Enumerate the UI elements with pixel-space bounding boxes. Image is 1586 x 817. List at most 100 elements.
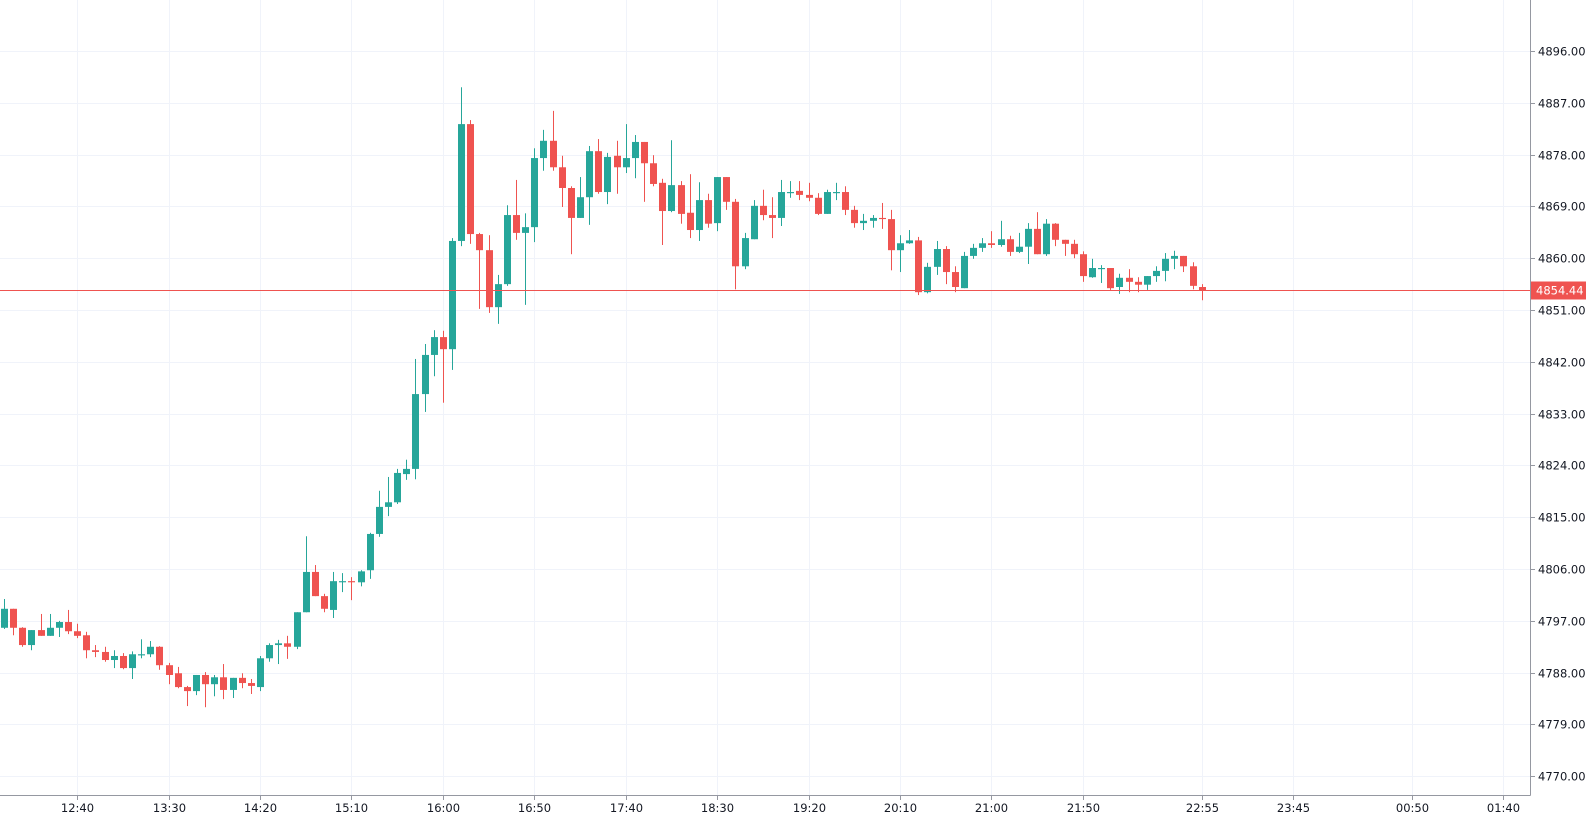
candle-down xyxy=(1199,284,1206,301)
candle-wick xyxy=(991,231,992,248)
candle-body xyxy=(1080,254,1087,277)
candle-up xyxy=(586,145,593,225)
candle-down xyxy=(1107,268,1114,290)
candle-up xyxy=(403,459,410,480)
candle-body xyxy=(988,243,995,245)
candle-body xyxy=(769,215,776,218)
candle-body xyxy=(614,155,621,168)
candle-body xyxy=(1043,223,1050,255)
candle-down xyxy=(678,181,685,224)
candle-body xyxy=(1153,270,1160,277)
candle-body xyxy=(1135,281,1142,285)
y-tick-label: 4851.00 xyxy=(1538,304,1586,318)
candle-down xyxy=(120,653,127,670)
candle-body xyxy=(550,140,557,168)
candle-down xyxy=(1135,277,1142,293)
candle-body xyxy=(1007,239,1014,252)
candle-body xyxy=(74,631,81,636)
candle-body xyxy=(120,655,127,669)
candle-wick xyxy=(516,179,517,240)
x-tick-label: 21:50 xyxy=(1067,801,1100,815)
candle-body xyxy=(1098,268,1105,270)
candle-wick xyxy=(525,213,526,305)
candle-body xyxy=(742,238,749,267)
candle-up xyxy=(1153,266,1160,282)
candle-body xyxy=(586,151,593,198)
candle-wick xyxy=(873,215,874,228)
candle-down xyxy=(312,565,319,597)
x-tick-label: 13:30 xyxy=(153,801,186,815)
candle-body xyxy=(860,220,867,224)
candle-down xyxy=(1007,235,1014,256)
candle-wick xyxy=(644,141,645,202)
candle-up xyxy=(924,262,931,294)
candle-wick xyxy=(900,235,901,273)
candle-up xyxy=(358,570,365,587)
candle-body xyxy=(394,472,401,503)
candle-up xyxy=(623,124,630,174)
x-tick-label: 12:40 xyxy=(61,801,94,815)
candle-down xyxy=(943,246,950,285)
candle-down xyxy=(184,685,191,707)
candle-body xyxy=(577,197,584,218)
candle-body xyxy=(275,643,282,646)
candle-wick xyxy=(187,685,188,707)
y-tick-label: 4824.00 xyxy=(1538,459,1586,473)
candle-down xyxy=(851,205,858,228)
candle-body xyxy=(668,185,675,212)
candle-body xyxy=(1190,266,1197,286)
candle-up xyxy=(458,87,465,247)
candle-up xyxy=(422,343,429,412)
candle-body xyxy=(851,209,858,224)
candle-up xyxy=(339,573,346,593)
candle-body xyxy=(559,167,566,189)
candle-down xyxy=(65,609,72,635)
candle-body xyxy=(129,654,136,669)
candle-down xyxy=(595,139,602,194)
candle-body xyxy=(751,205,758,240)
candle-body xyxy=(659,182,666,212)
candle-down xyxy=(815,193,822,216)
candle-body xyxy=(111,655,118,661)
candle-body xyxy=(412,394,419,469)
candle-wick xyxy=(809,182,810,202)
x-tick-label: 16:00 xyxy=(427,801,460,815)
candle-up xyxy=(266,643,273,662)
candle-up xyxy=(979,238,986,252)
candle-down xyxy=(842,186,849,216)
candle-up xyxy=(1,598,8,629)
candle-up xyxy=(833,182,840,201)
candle-down xyxy=(1034,212,1041,255)
candle-up xyxy=(696,182,703,241)
candle-wick xyxy=(251,679,252,694)
candle-down xyxy=(659,178,666,245)
candle-up xyxy=(28,630,35,651)
candle-down xyxy=(687,174,694,239)
candle-body xyxy=(303,571,310,613)
candle-body xyxy=(1199,287,1206,291)
candle-down xyxy=(102,646,109,662)
candle-body xyxy=(1162,258,1169,271)
grid-lines xyxy=(0,0,1530,795)
candle-up xyxy=(1016,232,1023,254)
candle-body xyxy=(623,158,630,168)
candle-body xyxy=(56,622,63,628)
candle-body xyxy=(138,654,145,656)
candle-up xyxy=(522,213,529,305)
y-tick-label: 4896.00 xyxy=(1538,45,1586,59)
candle-body xyxy=(1025,228,1032,247)
candle-body xyxy=(431,337,438,355)
candle-body xyxy=(824,192,831,214)
candle-down xyxy=(1052,223,1059,247)
candle-wick xyxy=(479,232,480,309)
candle-up xyxy=(1043,219,1050,256)
y-tick-label: 4842.00 xyxy=(1538,356,1586,370)
candle-wick xyxy=(626,124,627,174)
y-tick-label: 4797.00 xyxy=(1538,615,1586,629)
candle-body xyxy=(1071,243,1078,255)
candle-body xyxy=(732,201,739,267)
candle-body xyxy=(924,266,931,293)
candle-down xyxy=(348,577,355,601)
